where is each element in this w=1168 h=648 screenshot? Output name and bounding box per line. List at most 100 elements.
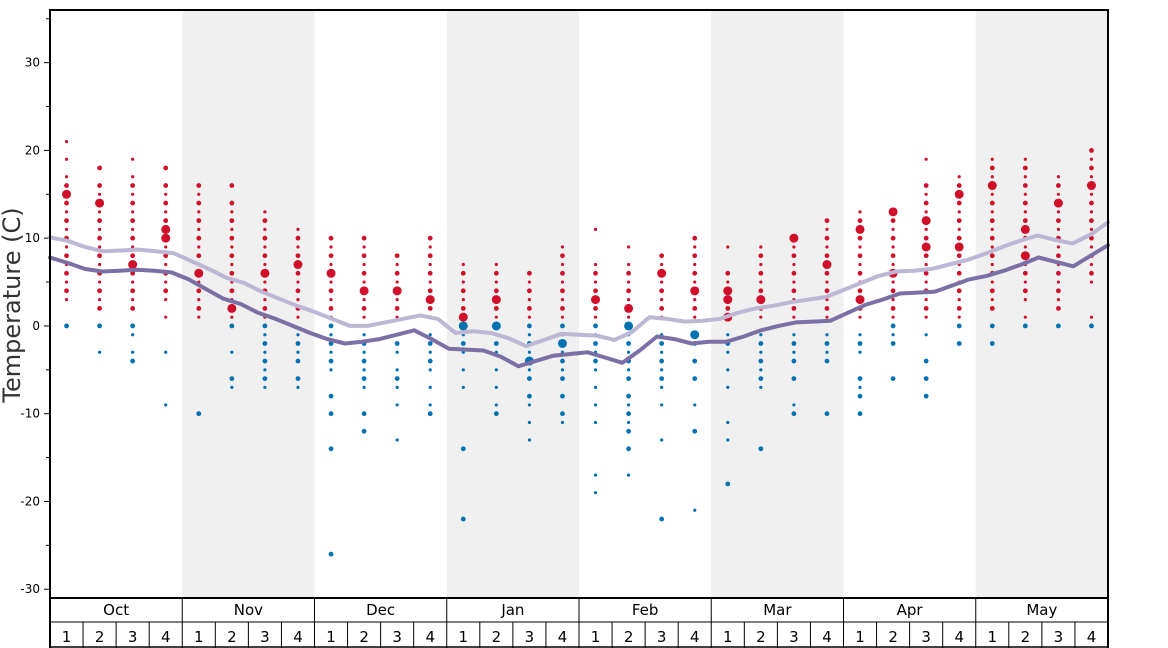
warm-dot	[792, 245, 796, 249]
warm-dot	[263, 262, 267, 267]
warm-dot	[626, 315, 631, 319]
warm-dot	[956, 270, 962, 276]
warm-dot	[1056, 280, 1061, 284]
cold-dot	[394, 341, 400, 346]
warm-dot	[759, 315, 763, 319]
warm-dot	[295, 235, 301, 241]
week-label: 1	[988, 628, 998, 646]
warm-dot	[97, 235, 102, 241]
warm-dot	[891, 227, 895, 232]
week-label: 2	[359, 628, 369, 646]
warm-dot	[956, 253, 962, 259]
cold-dot	[924, 333, 928, 337]
cold-dot	[692, 428, 698, 434]
cold-dot	[295, 358, 301, 364]
warm-dot	[957, 227, 961, 232]
cold-dot	[758, 376, 764, 381]
warm-dot	[1056, 288, 1061, 294]
week-label: 3	[525, 628, 535, 646]
y-tick-label: -30	[20, 582, 40, 596]
warm-dot	[196, 183, 202, 188]
warm-dot	[262, 235, 268, 241]
warm-dot	[263, 210, 267, 214]
warm-dot	[956, 200, 962, 206]
warm-dot	[990, 192, 994, 196]
cold-dot	[660, 385, 664, 389]
cold-dot	[923, 393, 929, 399]
cold-dot	[560, 393, 565, 399]
cold-dot	[626, 420, 631, 425]
warm-dot	[560, 305, 565, 311]
cold-dot	[97, 350, 102, 354]
warm-dot	[1089, 280, 1094, 284]
warm-dot	[296, 298, 300, 302]
warm-dot	[956, 288, 962, 294]
warm-dot	[1023, 280, 1027, 284]
warm-dot	[164, 245, 168, 249]
warm-dot	[924, 210, 928, 214]
warm-dot	[428, 262, 432, 267]
warm-dot	[692, 270, 698, 276]
warm-dot	[64, 253, 69, 259]
warm-dot	[131, 245, 135, 249]
cold-dot	[593, 368, 598, 372]
cold-dot	[527, 393, 532, 399]
warm-dot	[693, 298, 697, 302]
warm-dot	[163, 165, 169, 171]
warm-dot	[262, 305, 268, 311]
warm-dot	[130, 253, 136, 259]
warm-dot	[296, 227, 300, 232]
warm-dot	[328, 235, 334, 241]
warm-dot	[593, 227, 598, 232]
warm-dot	[329, 262, 333, 267]
week-label: 2	[888, 628, 898, 646]
month-shade-may	[975, 10, 1108, 598]
warm-dot	[196, 253, 202, 259]
week-column	[359, 235, 369, 434]
week-column	[62, 140, 72, 329]
warm-dot	[858, 262, 862, 267]
warm-dot	[460, 288, 466, 294]
warm-dot	[263, 298, 267, 302]
warm-dot	[361, 270, 367, 276]
cold-dot	[824, 341, 830, 346]
warm-dot	[1022, 183, 1028, 188]
cold-dot	[593, 491, 598, 495]
warm-dot	[428, 280, 432, 284]
cold-dot	[428, 385, 432, 389]
warm-dot	[491, 295, 501, 305]
week-label: 4	[558, 628, 568, 646]
warm-dot	[196, 305, 202, 311]
warm-dot	[131, 192, 135, 196]
warm-dot	[824, 288, 830, 294]
warm-dot	[857, 235, 863, 241]
warm-dot	[262, 253, 268, 259]
cold-dot	[1056, 323, 1061, 329]
month-shade-jan	[446, 10, 579, 598]
month-label: May	[1026, 601, 1057, 619]
warm-dot	[659, 253, 665, 259]
cold-dot	[890, 323, 896, 329]
warm-dot	[230, 245, 234, 249]
cold-dot	[131, 350, 135, 354]
week-label: 1	[459, 628, 469, 646]
warm-dot	[1023, 175, 1027, 179]
warm-dot	[1056, 305, 1061, 311]
cold-dot	[857, 376, 863, 381]
warm-dot	[990, 175, 994, 179]
cold-dot	[460, 446, 466, 452]
cold-dot	[361, 411, 367, 417]
cold-dot	[824, 411, 830, 417]
cold-dot	[825, 333, 829, 337]
week-label: 4	[690, 628, 700, 646]
warm-dot	[164, 298, 168, 302]
week-column	[657, 253, 667, 522]
warm-dot	[164, 262, 168, 267]
cold-dot	[660, 368, 664, 372]
week-column	[822, 218, 832, 417]
warm-dot	[924, 227, 928, 232]
warm-dot	[461, 280, 465, 284]
warm-dot	[494, 280, 498, 284]
warm-dot	[989, 253, 995, 259]
cold-dot	[527, 420, 532, 425]
